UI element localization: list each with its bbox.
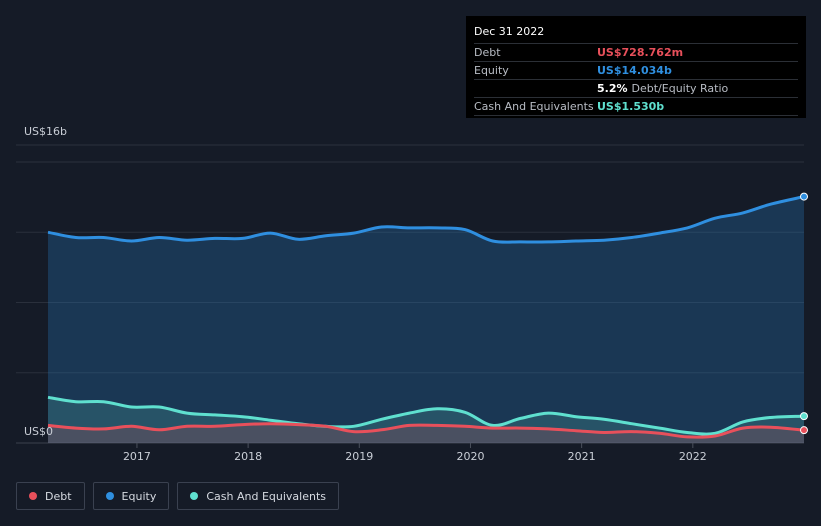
x-tick-label: 2021: [568, 450, 596, 463]
grid-lines: [16, 144, 804, 444]
legend-label: Equity: [121, 489, 157, 503]
y-axis-zero-label: US$0: [24, 425, 53, 438]
equity-dot-icon: [105, 492, 114, 500]
debt-end-point: [800, 426, 808, 435]
y-axis-top-label: US$16b: [24, 125, 67, 138]
legend-item-equity[interactable]: Equity: [92, 482, 170, 510]
debt-dot-icon: [29, 492, 37, 500]
equity-line: [47, 195, 805, 244]
series-lines: [47, 195, 805, 439]
tooltip-value: 5.2%: [597, 82, 628, 95]
tooltip-label: Debt: [474, 46, 501, 59]
x-tick-label: 2020: [456, 450, 484, 463]
tooltip-value: US$14.034b: [597, 64, 672, 77]
legend-item-cash[interactable]: Cash And Equivalents: [177, 482, 339, 510]
cash-and-equivalents-line: [47, 395, 805, 436]
legend-label: Cash And Equivalents: [206, 489, 326, 503]
equity-end-point: [800, 192, 808, 201]
chart-legend: Debt Equity Cash And Equivalents: [16, 482, 339, 510]
tooltip-date: Dec 31 2022: [474, 25, 545, 38]
equity-area: [48, 196, 804, 443]
tooltip-value: US$1.530b: [597, 100, 665, 113]
debt-line: [47, 422, 805, 439]
x-tick-label: 2017: [123, 450, 151, 463]
x-tick-label: 2018: [234, 450, 262, 463]
x-tick-label: 2022: [679, 450, 707, 463]
tooltip-label: Equity: [474, 64, 509, 77]
tooltip-value: US$728.762m: [597, 46, 684, 59]
tooltip-row-debt: Debt US$728.762m: [474, 43, 798, 61]
cash-and-equivalents-end-point: [800, 412, 808, 421]
cash-dot-icon: [190, 492, 199, 500]
x-axis-ticks: 2017 2018 2019 2020 2021 2022: [123, 443, 707, 463]
data-tooltip: Dec 31 2022 Debt US$728.762m Equity US$1…: [466, 16, 806, 118]
end-markers: [800, 192, 808, 435]
legend-item-debt[interactable]: Debt: [16, 482, 85, 510]
tooltip-row-cash: Cash And Equivalents US$1.530b: [474, 97, 798, 116]
debt-area: [48, 423, 804, 443]
legend-label: Debt: [45, 489, 72, 503]
x-tick-label: 2019: [345, 450, 373, 463]
tooltip-ratio-suffix: Debt/Equity Ratio: [631, 82, 729, 95]
tooltip-label: Cash And Equivalents: [474, 100, 594, 113]
tooltip-row-ratio: 5.2% Debt/Equity Ratio: [474, 79, 798, 97]
tooltip-row-equity: Equity US$14.034b: [474, 61, 798, 79]
